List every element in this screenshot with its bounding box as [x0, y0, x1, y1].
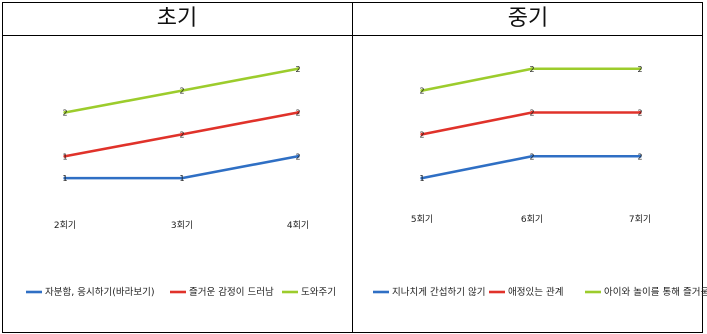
- data-label: 2: [179, 130, 184, 139]
- data-label: 1: [62, 174, 67, 183]
- data-label: 2: [419, 87, 424, 96]
- x-tick-label: 2회기: [54, 220, 76, 231]
- data-point: [420, 132, 424, 136]
- legend-label: 자분함, 응시하기(바라보기): [45, 286, 155, 298]
- x-tick-label: 4회기: [287, 220, 309, 231]
- data-label: 2: [529, 109, 534, 118]
- legend-label: 애정있는 관계: [508, 286, 563, 298]
- data-label: 2: [529, 65, 534, 74]
- data-label: 2: [637, 109, 642, 118]
- data-point: [638, 67, 642, 71]
- data-point: [638, 110, 642, 115]
- x-tick-label: 7회기: [629, 214, 651, 225]
- data-label: 2: [637, 152, 642, 161]
- legend-label: 지나치게 간섭하기 않기: [392, 286, 485, 298]
- header-middle: 중기: [507, 6, 549, 31]
- data-label: 2: [295, 152, 300, 161]
- legend-label: 도와주기: [301, 286, 336, 298]
- data-label: 2: [637, 65, 642, 74]
- data-point: [63, 176, 67, 180]
- column-divider: [352, 2, 353, 333]
- data-point: [180, 89, 184, 93]
- data-point: [530, 110, 534, 115]
- data-point: [296, 67, 300, 71]
- data-label: 2: [529, 152, 534, 161]
- data-point: [530, 154, 534, 158]
- data-point: [63, 110, 67, 115]
- data-point: [180, 132, 184, 136]
- data-label: 2: [62, 109, 67, 118]
- data-point: [530, 67, 534, 71]
- data-label: 2: [295, 65, 300, 74]
- header-early: 초기: [156, 6, 198, 31]
- data-label: 2: [419, 130, 424, 139]
- data-label: 2: [295, 109, 300, 118]
- x-tick-label: 3회기: [171, 220, 193, 231]
- legend-label: 아이와 놀이를 통해 즐거움 느낌: [604, 286, 707, 298]
- legend-label: 즐거운 감정이 드러남: [189, 286, 274, 298]
- data-point: [296, 154, 300, 158]
- data-label: 1: [62, 152, 67, 161]
- data-point: [638, 154, 642, 158]
- data-point: [420, 176, 424, 180]
- x-tick-label: 5회기: [411, 214, 433, 225]
- data-point: [63, 154, 67, 158]
- x-tick-label: 6회기: [521, 214, 543, 225]
- data-point: [180, 176, 184, 180]
- data-point: [420, 89, 424, 93]
- data-point: [296, 110, 300, 115]
- data-label: 1: [419, 174, 424, 183]
- data-label: 2: [179, 87, 184, 96]
- data-label: 1: [179, 174, 184, 183]
